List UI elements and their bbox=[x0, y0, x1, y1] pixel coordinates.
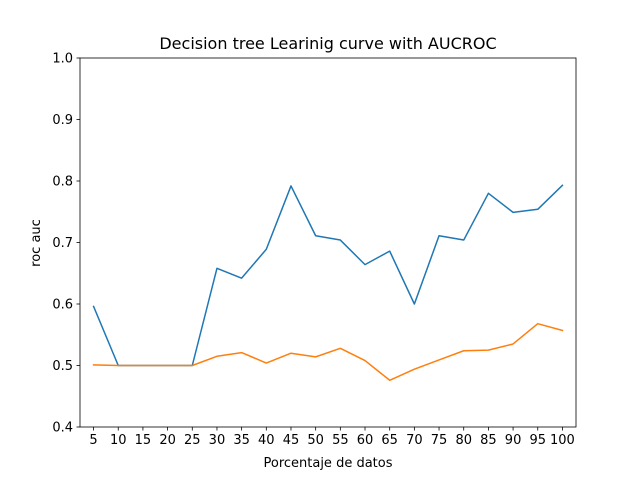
x-tick-label: 25 bbox=[184, 433, 201, 448]
x-tick-label: 65 bbox=[381, 433, 398, 448]
x-tick-label: 20 bbox=[159, 433, 176, 448]
x-tick-label: 40 bbox=[258, 433, 275, 448]
x-tick-label: 50 bbox=[307, 433, 324, 448]
x-tick-label: 100 bbox=[550, 433, 575, 448]
series-line-2 bbox=[92, 322, 564, 382]
y-tick-label: 0.9 bbox=[52, 113, 73, 128]
x-tick-label: 45 bbox=[283, 433, 300, 448]
y-tick-label: 0.4 bbox=[52, 421, 73, 436]
x-tick-label: 90 bbox=[505, 433, 522, 448]
y-axis-label: roc auc bbox=[29, 219, 44, 267]
x-tick-label: 10 bbox=[110, 433, 127, 448]
y-tick-label: 1.0 bbox=[52, 52, 73, 67]
x-tick-label: 95 bbox=[529, 433, 546, 448]
x-tick-label: 55 bbox=[332, 433, 349, 448]
x-tick-label: 35 bbox=[233, 433, 250, 448]
y-tick-label: 0.6 bbox=[52, 298, 73, 313]
x-axis-label: Porcentaje de datos bbox=[263, 456, 392, 471]
y-tick-label: 0.8 bbox=[52, 175, 73, 190]
x-tick-label: 30 bbox=[209, 433, 226, 448]
x-tick-label: 80 bbox=[455, 433, 472, 448]
x-tick-label: 60 bbox=[357, 433, 374, 448]
x-tick-label: 85 bbox=[480, 433, 497, 448]
y-tick-label: 0.7 bbox=[52, 236, 73, 251]
plot-area: 5 10 15 20 25 30 35 40 45 50 55 60 65 70 75 80 85 90 95 100… bbox=[52, 52, 577, 448]
x-tick-label: 5 bbox=[89, 433, 97, 448]
x-tick-label: 70 bbox=[406, 433, 423, 448]
chart-title: Decision tree Learinig curve with AUCROC bbox=[159, 34, 496, 53]
x-tick-label: 75 bbox=[431, 433, 448, 448]
x-tick-label: 15 bbox=[135, 433, 152, 448]
y-tick-label: 0.5 bbox=[52, 359, 73, 374]
